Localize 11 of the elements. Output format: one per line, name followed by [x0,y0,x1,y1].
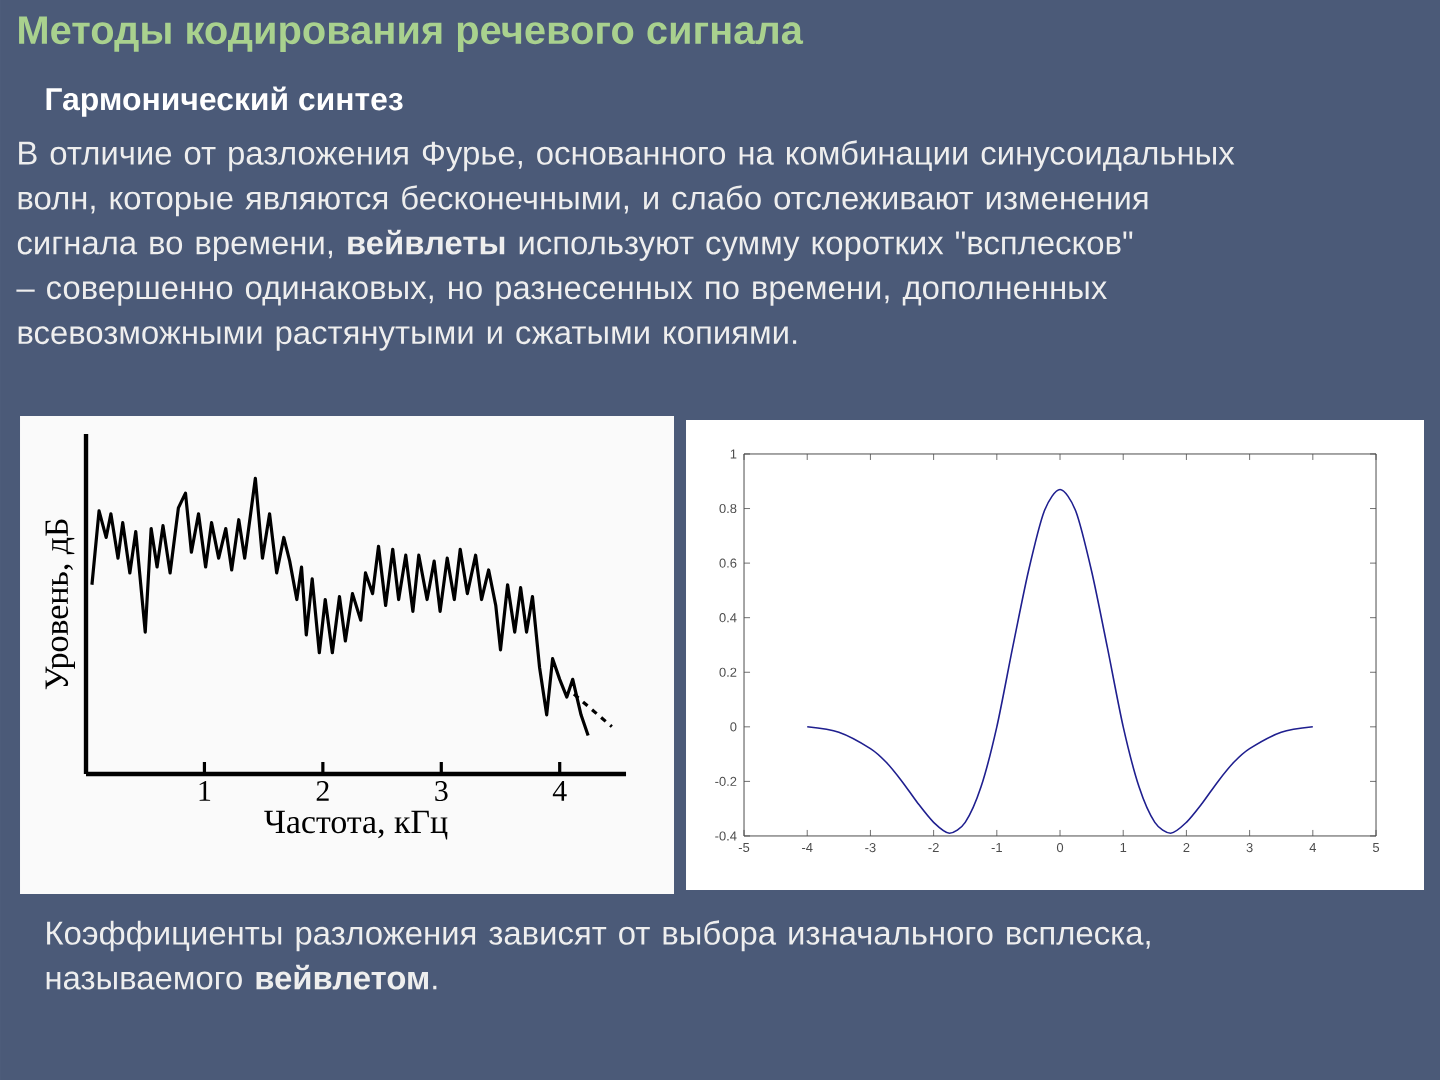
text: Гармонический синтез [46,86,403,117]
x-tick-label: 4 [552,781,567,801]
y-axis-title: Уровень, дБ [45,519,75,690]
x-tick-label: 3 [435,781,448,802]
x-tick-label: 1 [199,781,211,801]
text: Методы кодирования речевого сигнала [19,16,804,53]
text: В отличие от разложения Фурье, основанного на комбинации синусоидальных волн, которые являются бесконечными, и слабо отслеживают изменения сигнала во времени, вейвлеты используют сумму коротких "всплесков" – совершенно одинаковых, но разнесенных по времени, дополненных всевозможными растянутыми и сжатыми копиями. [16,140,1235,351]
line-series [806,488,1314,835]
x-axis-title: Частота, кГц [264,810,448,840]
x-tick-label: 2 [316,781,329,801]
text: Коэффициенты разложения зависят от выбора изначального всплеска, называемого вейвлетом. [46,920,1150,990]
